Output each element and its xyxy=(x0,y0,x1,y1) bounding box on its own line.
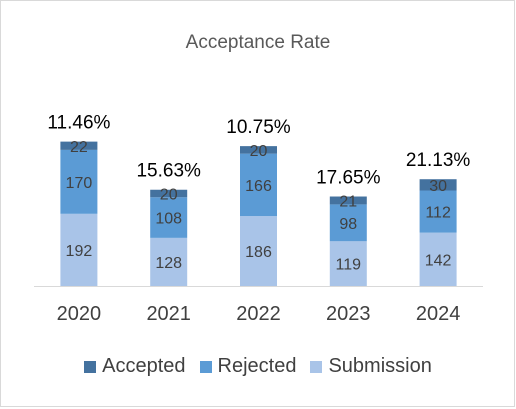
bar-rejected-2023 xyxy=(329,204,367,242)
rate-label-2020: 11.46% xyxy=(47,113,110,134)
data-label-rejected-2022: 166 xyxy=(245,178,272,195)
bar-accepted-2023 xyxy=(329,196,367,205)
legend-item-submission: Submission xyxy=(310,355,432,378)
data-label-rejected-2023: 98 xyxy=(339,216,357,233)
rate-label-2021: 15.63% xyxy=(136,161,201,182)
bar-accepted-2021 xyxy=(150,189,188,198)
data-label-accepted-2020: 22 xyxy=(70,139,88,156)
data-label-submission-2020: 192 xyxy=(66,243,93,260)
x-tick-label-2022: 2022 xyxy=(236,303,281,325)
bar-accepted-2024 xyxy=(419,179,457,191)
legend-item-accepted: Accepted xyxy=(84,355,186,378)
data-label-submission-2023: 119 xyxy=(336,257,362,274)
data-label-accepted-2021: 20 xyxy=(160,187,178,204)
data-label-accepted-2023: 21 xyxy=(339,193,357,210)
bar-rejected-2024 xyxy=(419,190,457,233)
x-tick-label-2024: 2024 xyxy=(416,303,461,325)
chart-legend: Accepted Rejected Submission xyxy=(0,355,516,378)
bar-submission-2021 xyxy=(150,237,188,286)
data-label-submission-2021: 128 xyxy=(155,255,182,272)
legend-label-submission: Submission xyxy=(328,355,432,377)
data-label-submission-2022: 186 xyxy=(245,244,272,261)
data-label-accepted-2022: 20 xyxy=(250,143,268,160)
bar-accepted-2022 xyxy=(240,146,277,154)
data-label-submission-2024: 142 xyxy=(425,252,452,269)
x-tick-label-2021: 2021 xyxy=(146,303,191,325)
data-label-accepted-2024: 30 xyxy=(429,178,447,195)
rate-label-2024: 21.13% xyxy=(406,150,471,171)
legend-swatch-rejected xyxy=(199,360,212,373)
legend-swatch-accepted xyxy=(84,360,97,373)
bar-submission-2024 xyxy=(419,232,457,286)
x-tick-label-2020: 2020 xyxy=(57,303,102,325)
rate-label-2023: 17.65% xyxy=(316,168,381,189)
bar-accepted-2020 xyxy=(60,141,98,150)
bar-rejected-2020 xyxy=(60,149,98,214)
bar-rejected-2022 xyxy=(240,153,277,217)
bar-submission-2023 xyxy=(329,241,367,286)
data-label-rejected-2024: 112 xyxy=(425,205,451,222)
legend-swatch-submission xyxy=(310,360,323,373)
data-label-rejected-2020: 170 xyxy=(66,175,93,192)
legend-item-rejected: Rejected xyxy=(199,355,297,378)
legend-label-accepted: Accepted xyxy=(102,355,186,377)
bar-rejected-2021 xyxy=(150,197,188,238)
legend-label-rejected: Rejected xyxy=(217,355,297,377)
data-label-rejected-2021: 108 xyxy=(155,211,182,228)
bar-submission-2022 xyxy=(240,216,277,286)
rate-label-2022: 10.75% xyxy=(226,117,291,138)
bar-submission-2020 xyxy=(60,213,98,286)
x-tick-label-2023: 2023 xyxy=(326,303,371,325)
chart-title: Acceptance Rate xyxy=(185,32,331,53)
